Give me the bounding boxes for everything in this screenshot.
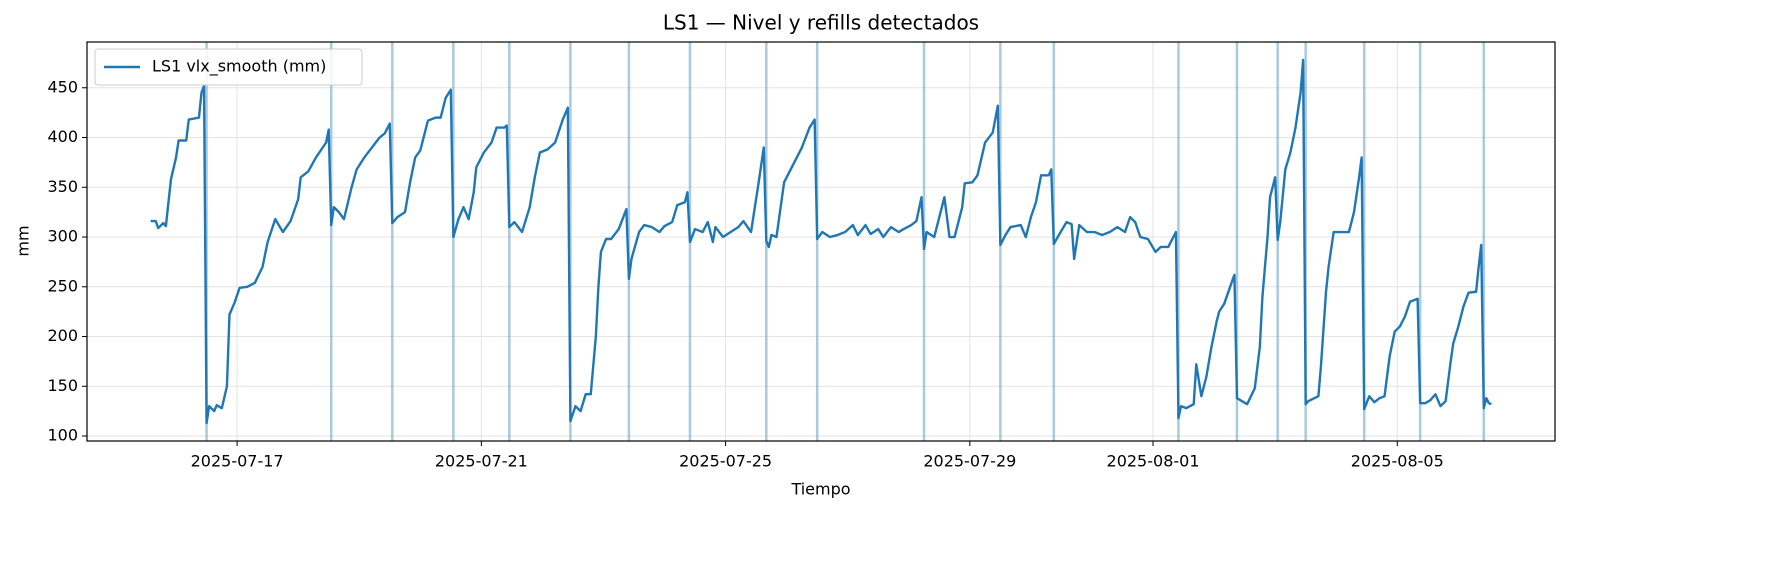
data-line xyxy=(150,58,1492,425)
x-axis-label: Tiempo xyxy=(790,480,850,499)
legend-box xyxy=(94,48,363,86)
x-tick-label: 2025-07-29 xyxy=(923,452,1016,471)
x-tick-label: 2025-08-01 xyxy=(1107,452,1200,471)
plot-frame xyxy=(86,41,1556,442)
y-tick-label: 150 xyxy=(47,376,78,395)
y-tick-label: 450 xyxy=(47,77,78,96)
chart-title: LS1 — Nivel y refills detectados xyxy=(663,11,979,35)
legend: LS1 vlx_smooth (mm) xyxy=(94,48,363,86)
x-tick-label: 2025-07-25 xyxy=(679,452,772,471)
y-tick-label: 400 xyxy=(47,127,78,146)
y-tick-label: 100 xyxy=(47,426,78,445)
y-tick-label: 350 xyxy=(47,177,78,196)
y-tick-label: 200 xyxy=(47,326,78,345)
y-tick-label: 250 xyxy=(47,276,78,295)
y-tick-label: 300 xyxy=(47,227,78,246)
x-tick-label: 2025-07-17 xyxy=(191,452,284,471)
y-axis-label: mm xyxy=(14,225,33,256)
x-tick-label: 2025-08-05 xyxy=(1351,452,1444,471)
grid xyxy=(87,42,1555,441)
x-tick-label: 2025-07-21 xyxy=(435,452,528,471)
legend-label: LS1 vlx_smooth (mm) xyxy=(152,57,326,77)
